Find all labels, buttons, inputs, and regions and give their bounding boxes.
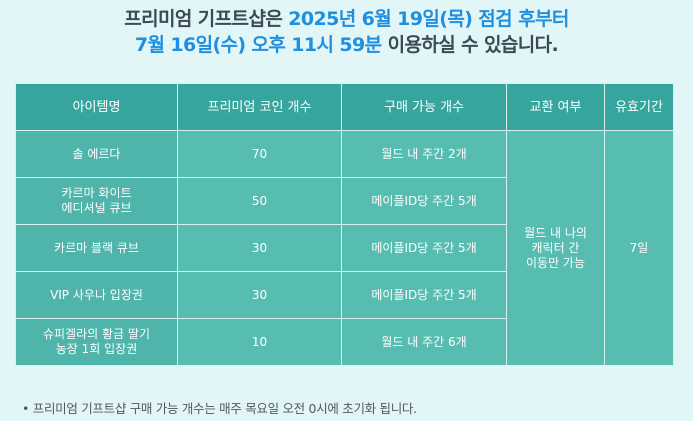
coin-count-cell: 70 (177, 130, 342, 178)
validity-cell: 7일 (604, 130, 674, 366)
table-row: 솔 에르다 70 월드 내 주간 2개 월드 내 나의 캐릭터 간 이동만 가능… (15, 130, 674, 366)
coin-count-cell: 10 (177, 318, 342, 366)
table-row: 카르마 블랙 큐브 30 메이플ID당 주간 5개 (15, 224, 674, 272)
table-header-row: 아이템명 프리미엄 코인 개수 구매 가능 개수 교환 여부 유효기간 (15, 83, 674, 131)
purchase-limit-cell: 월드 내 주간 6개 (341, 318, 507, 366)
table-row: 슈피겔라의 황금 딸기 농장 1회 입장권 10 월드 내 주간 6개 (15, 318, 674, 366)
headline-text-2: 이용하실 수 있습니다. (381, 34, 559, 56)
purchase-limit-cell: 메이플ID당 주간 5개 (341, 271, 507, 319)
headline-highlight-deadline: 7월 16일(수) 오후 11시 59분 (134, 34, 382, 56)
headline: 프리미엄 기프트샵은 2025년 6월 19일(목) 점검 후부터 7월 16일… (0, 6, 693, 58)
column-header-validity: 유효기간 (604, 83, 674, 131)
coin-count-cell: 50 (177, 177, 342, 225)
column-header-purchase-limit: 구매 가능 개수 (341, 83, 507, 131)
footnote: • 프리미엄 기프트샵 구매 가능 개수는 매주 목요일 오전 0시에 초기화 … (22, 401, 417, 416)
column-header-item-name: 아이템명 (15, 83, 178, 131)
column-header-exchange: 교환 여부 (506, 83, 605, 131)
item-name-cell: 카르마 화이트 에디셔널 큐브 (15, 177, 178, 225)
item-name-cell: 솔 에르다 (15, 130, 178, 178)
purchase-limit-cell: 월드 내 주간 2개 (341, 130, 507, 178)
coin-count-cell: 30 (177, 224, 342, 272)
purchase-limit-cell: 메이플ID당 주간 5개 (341, 177, 507, 225)
column-header-coins: 프리미엄 코인 개수 (177, 83, 342, 131)
exchange-cell: 월드 내 나의 캐릭터 간 이동만 가능 (506, 130, 605, 366)
table-row: 카르마 화이트 에디셔널 큐브 50 메이플ID당 주간 5개 (15, 177, 674, 225)
gift-shop-table-wrapper: 아이템명 프리미엄 코인 개수 구매 가능 개수 교환 여부 유효기간 솔 에르… (15, 83, 674, 366)
item-name-cell: 카르마 블랙 큐브 (15, 224, 178, 272)
headline-line-1: 프리미엄 기프트샵은 2025년 6월 19일(목) 점검 후부터 (0, 6, 693, 32)
item-name-cell: VIP 사우나 입장권 (15, 271, 178, 319)
headline-line-2: 7월 16일(수) 오후 11시 59분 이용하실 수 있습니다. (0, 32, 693, 58)
item-name-cell: 슈피겔라의 황금 딸기 농장 1회 입장권 (15, 318, 178, 366)
headline-text: 프리미엄 기프트샵은 (124, 8, 289, 30)
purchase-limit-cell: 메이플ID당 주간 5개 (341, 224, 507, 272)
table-row: VIP 사우나 입장권 30 메이플ID당 주간 5개 (15, 271, 674, 319)
gift-shop-table: 아이템명 프리미엄 코인 개수 구매 가능 개수 교환 여부 유효기간 솔 에르… (15, 83, 674, 366)
coin-count-cell: 30 (177, 271, 342, 319)
headline-highlight-date: 2025년 6월 19일(목) 점검 후부터 (288, 8, 569, 30)
